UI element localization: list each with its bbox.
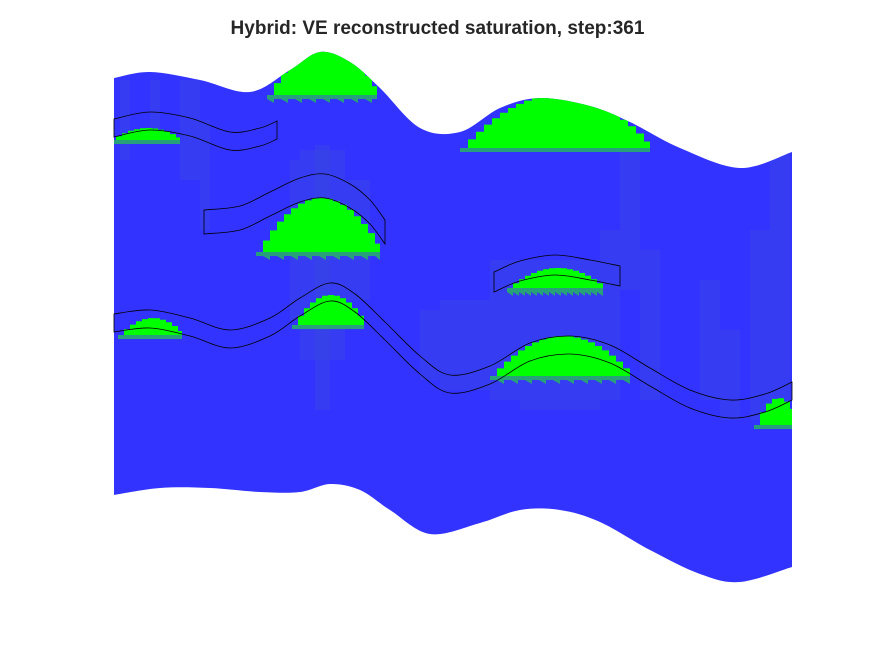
transition-column — [440, 300, 490, 390]
transition-column — [420, 310, 440, 380]
region-outline-mid-right — [493, 254, 621, 293]
region-outline-long-layer — [113, 282, 793, 419]
co2-cap-top-right-fringe — [460, 148, 650, 152]
transition-column — [770, 150, 790, 420]
co2-cap-mid-right-fringe — [507, 288, 603, 296]
transition-column — [200, 120, 210, 230]
transition-column — [720, 330, 740, 420]
transition-column — [750, 230, 770, 420]
reservoir-domain — [114, 51, 792, 583]
co2-cap-upper-left-fringe — [114, 140, 180, 144]
transition-column — [700, 280, 720, 400]
plot-title: Hybrid: VE reconstructed saturation, ste… — [230, 18, 645, 39]
co2-cap-lower-edge — [754, 398, 792, 425]
transition-column — [180, 80, 200, 180]
co2-cap-lower-edge-fringe — [754, 425, 792, 429]
transition-column — [620, 150, 640, 290]
region-outline-mid-left — [203, 173, 386, 246]
co2-cap-lower-right-fringe — [490, 376, 630, 384]
transition-column — [150, 80, 160, 140]
co2-cap-mid-left — [256, 198, 380, 252]
co2-cap-lower-left-fringe — [118, 335, 182, 339]
co2-cap-top-peak — [267, 51, 377, 95]
region-outline-upper-left — [113, 111, 278, 151]
co2-cap-lower-peak — [292, 295, 364, 325]
transition-column — [640, 250, 660, 400]
co2-cap-mid-right — [507, 268, 603, 288]
fine-scale-region-outlines — [113, 111, 793, 419]
water-region — [114, 51, 792, 583]
co2-cap-lower-left — [118, 318, 182, 335]
saturation-field — [114, 51, 792, 429]
co2-cap-mid-left-fringe — [256, 252, 380, 260]
co2-cap-top-peak-fringe — [267, 95, 377, 103]
transition-column — [315, 145, 330, 410]
transition-column — [120, 80, 130, 160]
co2-cap-lower-peak-fringe — [292, 325, 364, 329]
co2-cap-lower-right — [490, 336, 630, 376]
